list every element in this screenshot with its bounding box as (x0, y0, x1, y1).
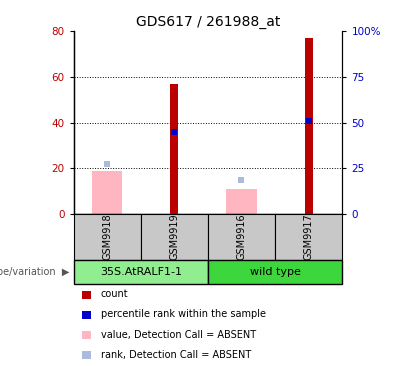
Bar (226, 189, 257, 214)
Point (305, 118, 312, 124)
Text: count: count (101, 289, 129, 299)
Text: value, Detection Call = ABSENT: value, Detection Call = ABSENT (101, 329, 256, 340)
Text: GSM9916: GSM9916 (236, 214, 247, 260)
Text: rank, Detection Call = ABSENT: rank, Detection Call = ABSENT (101, 350, 251, 360)
Point (171, 129, 178, 135)
Bar (92, 171, 122, 214)
Text: GSM9919: GSM9919 (169, 214, 179, 260)
Point (238, 177, 245, 183)
Text: wild type: wild type (249, 267, 301, 277)
Text: genotype/variation  ▶: genotype/variation ▶ (0, 267, 69, 277)
Bar (170, 84, 178, 214)
Bar (304, 38, 313, 214)
Title: GDS617 / 261988_at: GDS617 / 261988_at (136, 15, 280, 29)
Text: percentile rank within the sample: percentile rank within the sample (101, 309, 266, 320)
Point (104, 161, 110, 167)
Text: GSM9918: GSM9918 (102, 214, 112, 260)
Text: GSM9917: GSM9917 (304, 214, 314, 260)
Text: 35S.AtRALF1-1: 35S.AtRALF1-1 (100, 267, 182, 277)
